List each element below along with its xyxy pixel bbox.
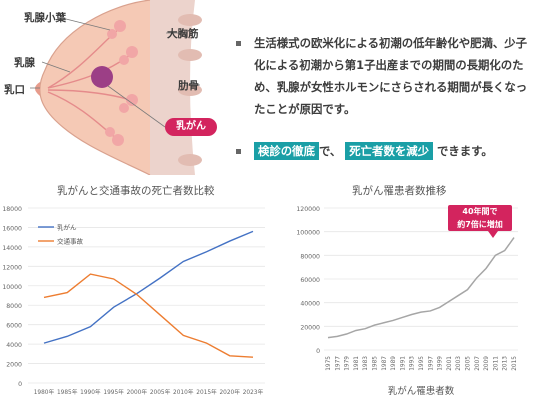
bullet-square-icon — [236, 41, 241, 46]
chart2-xtick-label: 1987 — [382, 356, 388, 371]
bullet-cause-text: 生活様式の欧米化による初潮の低年齢化や肥満、少子化による初潮から第1子出産までの… — [254, 36, 528, 116]
chart1-ytick-label: 14000 — [2, 245, 22, 252]
chart2-xtick-label: 1975 — [326, 356, 332, 371]
chart2-series-line — [327, 237, 515, 339]
chart2-xtick-label: 1985 — [373, 356, 379, 371]
bullet-cause: 生活様式の欧米化による初潮の低年齢化や肥満、少子化による初潮から第1子出産までの… — [236, 32, 536, 120]
chart1-ytick-label: 10000 — [2, 284, 22, 291]
chart2-xtick-label: 2009 — [484, 356, 490, 371]
chart1-ytick-label: 0 — [18, 381, 22, 388]
chart2-xtick-label: 1989 — [391, 356, 397, 371]
label-rib: 肋骨 — [178, 80, 199, 92]
chart1-ytick-label: 4000 — [6, 342, 22, 349]
chart1-legend-label: 乳がん — [57, 223, 77, 232]
callout-tail-shape — [488, 231, 498, 238]
cause-explanation: 生活様式の欧米化による初潮の低年齢化や肥満、少子化による初潮から第1子出産までの… — [236, 32, 536, 162]
chart2-xtick-label: 1981 — [354, 356, 360, 371]
chart2-xtick-label: 2003 — [456, 356, 462, 371]
chart2-annotation-callout: 40年間で 約7倍に増加 — [448, 205, 512, 231]
rib-shape — [178, 84, 202, 96]
bullet-square-icon — [236, 149, 241, 154]
chart2-xtick-label: 2011 — [493, 356, 499, 371]
chart1-xtick-label: 1985年 — [57, 388, 78, 396]
chart1-title: 乳がんと交通事故の死亡者数比較 — [57, 185, 215, 197]
chart2-xtick-label: 1995 — [419, 356, 425, 371]
label-cancer-badge: 乳がん — [165, 118, 217, 136]
chart1-xtick-label: 2000年 — [127, 388, 148, 396]
chart2-xtick-label: 1999 — [438, 356, 444, 371]
chart2-ytick-label: 120000 — [296, 206, 320, 213]
rib-shape — [178, 14, 202, 26]
chart1-legend-label: 交通事故 — [57, 237, 84, 246]
lobules-shapes — [105, 20, 138, 146]
breast-tissue-shape — [39, 0, 150, 175]
chart1-death-comparison: 0 2000 4000 6000 8000 10000 12000 14000 16000 180… — [2, 206, 265, 396]
chart2-xtick-label: 2005 — [466, 356, 472, 371]
chart1-ytick-label: 12000 — [2, 264, 22, 271]
chart1-series-line-0 — [43, 230, 254, 344]
chart1-ytick-label: 18000 — [2, 206, 22, 213]
chart2-ytick-label: 20000 — [300, 324, 320, 331]
chart2-ytick-label: 0 — [316, 348, 320, 355]
breast-cross-section-drawing — [30, 0, 202, 176]
bullet-screening: 検診の徹底 で、 死亡者数を減少 できます。 — [236, 140, 536, 162]
chart2-xtick-label: 1997 — [428, 356, 434, 371]
rib-shape — [178, 154, 202, 166]
label-pectoralis: 大胸筋 — [167, 28, 199, 40]
label-nipple: 乳口 — [4, 84, 25, 96]
chart1-xtick-label: 2010年 — [173, 388, 194, 396]
chart2-xtick-label: 1983 — [363, 356, 369, 371]
chart1-ytick-label: 16000 — [2, 225, 22, 232]
chart2-ytick-label: 60000 — [300, 277, 320, 284]
chart1-xtick-label: 1995年 — [103, 388, 124, 396]
chart2-xtick-label: 1977 — [335, 356, 341, 371]
bullet-screening-end: できます。 — [436, 144, 493, 158]
chart2-xtick-label: 1993 — [410, 356, 416, 371]
chart1-ytick-label: 8000 — [6, 303, 22, 310]
chart2-xtick-label: 2001 — [447, 356, 453, 371]
chart1-xtick-label: 2005年 — [150, 388, 171, 396]
chart1-xtick-label: 2020年 — [219, 388, 240, 396]
chart2-xtick-label: 2013 — [503, 356, 509, 371]
chart2-title: 乳がん罹患者数推移 — [352, 185, 447, 197]
tumor-shape — [91, 66, 113, 88]
chart1-xtick-label: 2015年 — [196, 388, 217, 396]
nipple-shape — [35, 82, 40, 96]
chart1-series-line-1 — [43, 273, 254, 358]
chart2-xtick-label: 1991 — [400, 356, 406, 371]
chart1-xtick-label: 1980年 — [34, 388, 55, 396]
chart1-ytick-label: 6000 — [6, 323, 22, 330]
chart2-ytick-label: 40000 — [300, 301, 320, 308]
chart2-ytick-label: 80000 — [300, 253, 320, 260]
rib-shape — [178, 49, 202, 61]
breast-anatomy-illustration: 乳腺小葉 大胸筋 乳腺 肋骨 乳口 乳がん — [0, 0, 536, 176]
label-gland: 乳腺 — [14, 57, 35, 69]
chart2-xtick-label: 2007 — [475, 356, 481, 371]
bullet-screening-mid: で、 — [318, 144, 342, 158]
chart2-ytick-label: 100000 — [296, 230, 320, 237]
highlight-screening: 検診の徹底 — [254, 142, 319, 160]
highlight-reduce-deaths: 死亡者数を減少 — [345, 142, 434, 160]
label-lobule: 乳腺小葉 — [24, 12, 66, 24]
chart1-ytick-label: 2000 — [6, 362, 22, 369]
chart2-xtick-label: 2015 — [512, 356, 518, 371]
chart1-xtick-label: 2023年 — [243, 388, 264, 396]
chart2-xaxis-label: 乳がん罹患者数 — [388, 385, 455, 397]
chart1-xtick-label: 1990年 — [80, 388, 101, 396]
chart2-xtick-label: 1979 — [345, 356, 351, 371]
